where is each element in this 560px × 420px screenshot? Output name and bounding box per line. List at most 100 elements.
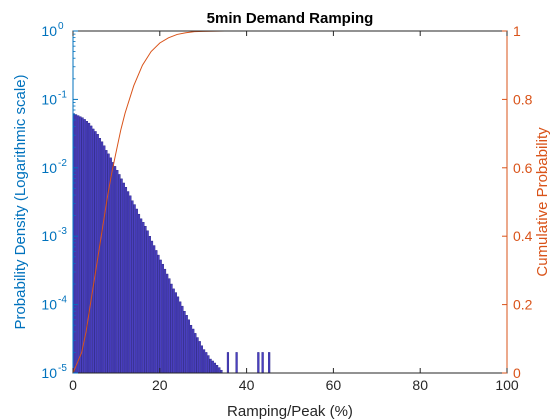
histogram-bar — [153, 245, 156, 374]
histogram-bar — [211, 360, 214, 374]
histogram-bar — [114, 166, 117, 374]
histogram-bar — [127, 191, 130, 374]
left-tick-label: 10 — [41, 160, 57, 176]
right-tick-label: 1 — [513, 23, 521, 39]
x-axis-label: Ramping/Peak (%) — [227, 403, 353, 420]
left-tick-exponent: -1 — [58, 89, 67, 100]
histogram-bar — [183, 311, 186, 374]
histogram-bar — [98, 138, 102, 374]
histogram-bar — [155, 250, 158, 374]
left-tick-label: 10 — [41, 365, 57, 381]
right-tick-label: 0 — [513, 365, 521, 381]
histogram-bar — [118, 174, 121, 374]
histogram-bar — [202, 349, 206, 374]
histogram-tail-bar — [261, 352, 264, 374]
histogram-bar — [133, 204, 136, 374]
histogram-tail-bar — [226, 352, 230, 374]
histogram-bar — [103, 145, 106, 374]
histogram-bar — [109, 157, 112, 374]
left-tick-label: 10 — [41, 91, 57, 107]
left-y-axis-label: Probability Density (Logarithmic scale) — [12, 74, 29, 329]
histogram-bar — [170, 283, 173, 374]
histogram-bar — [163, 268, 167, 374]
histogram-bar — [150, 240, 154, 374]
histogram-bar — [122, 182, 125, 374]
right-tick-label: 0.4 — [513, 228, 533, 244]
x-tick-label: 0 — [69, 377, 77, 393]
left-tick-exponent: -4 — [58, 295, 67, 306]
histogram-bar — [85, 120, 88, 374]
histogram-bar — [205, 352, 208, 374]
histogram-bar — [198, 341, 201, 374]
histogram-bar — [87, 122, 91, 374]
histogram-bar — [148, 235, 151, 374]
histogram-bar — [176, 296, 180, 374]
x-tick-label: 80 — [412, 377, 428, 393]
histogram-bar — [90, 125, 93, 374]
histogram-bar — [105, 150, 108, 374]
histogram-bar — [213, 362, 217, 374]
histogram-bar — [77, 115, 80, 374]
histogram-bar — [209, 358, 212, 374]
right-tick-label: 0.8 — [513, 91, 533, 107]
histogram-tail-bar — [268, 352, 271, 374]
histogram-bar — [192, 328, 195, 374]
right-tick-label: 0.2 — [513, 297, 533, 313]
left-tick-label: 10 — [41, 23, 57, 39]
histogram-bar — [137, 213, 141, 374]
left-tick-label: 10 — [41, 297, 57, 313]
histogram-bar — [101, 141, 104, 374]
histogram-bar — [159, 259, 162, 374]
x-tick-label: 60 — [326, 377, 342, 393]
histogram-tail-bar — [235, 352, 238, 374]
histogram-bar — [216, 365, 219, 374]
chart-title: 5min Demand Ramping — [207, 10, 374, 27]
histogram-bar — [140, 218, 143, 374]
histogram-bar — [135, 208, 138, 374]
histogram-bar — [196, 337, 199, 374]
right-y-axis-label: Cumulative Probability — [534, 127, 551, 277]
histogram-bar — [187, 319, 190, 374]
histogram-bar — [94, 131, 97, 374]
left-tick-exponent: -5 — [58, 363, 67, 374]
histogram-bar — [179, 301, 182, 374]
histogram-bar — [142, 222, 145, 374]
histogram-bar — [166, 273, 169, 374]
x-tick-label: 20 — [152, 377, 168, 393]
histogram-bar — [161, 263, 164, 374]
x-tick-label: 40 — [239, 377, 255, 393]
histogram-bar — [194, 333, 197, 374]
histogram-bar — [172, 288, 175, 374]
histogram-bar — [131, 200, 134, 374]
histogram-bar — [74, 114, 78, 374]
histogram-bar — [92, 128, 95, 374]
left-tick-exponent: -3 — [58, 226, 67, 237]
histogram-bar — [200, 345, 203, 374]
histogram-bar — [157, 254, 160, 374]
histogram-bar — [116, 170, 119, 374]
right-tick-label: 0.6 — [513, 160, 533, 176]
histogram-bar — [124, 187, 128, 374]
histogram-bar — [79, 116, 82, 374]
histogram-bar — [168, 278, 171, 374]
histogram-bar — [81, 117, 84, 374]
left-tick-label: 10 — [41, 228, 57, 244]
histogram-bar — [129, 195, 132, 374]
left-tick-exponent: -2 — [58, 158, 67, 169]
histogram-bar — [174, 292, 177, 374]
histogram-bar — [120, 178, 123, 374]
histogram-bar — [111, 162, 115, 374]
histogram-bar — [218, 367, 221, 374]
histogram-bar — [207, 355, 210, 374]
left-tick-exponent: 0 — [58, 21, 64, 32]
histogram-tail-bar — [257, 352, 260, 374]
x-tick-label: 100 — [495, 377, 519, 393]
histogram-bar — [181, 305, 184, 374]
histogram-bar — [189, 324, 193, 374]
histogram-bar — [146, 230, 149, 374]
histogram-bar — [144, 225, 147, 374]
histogram-bar — [185, 315, 188, 374]
